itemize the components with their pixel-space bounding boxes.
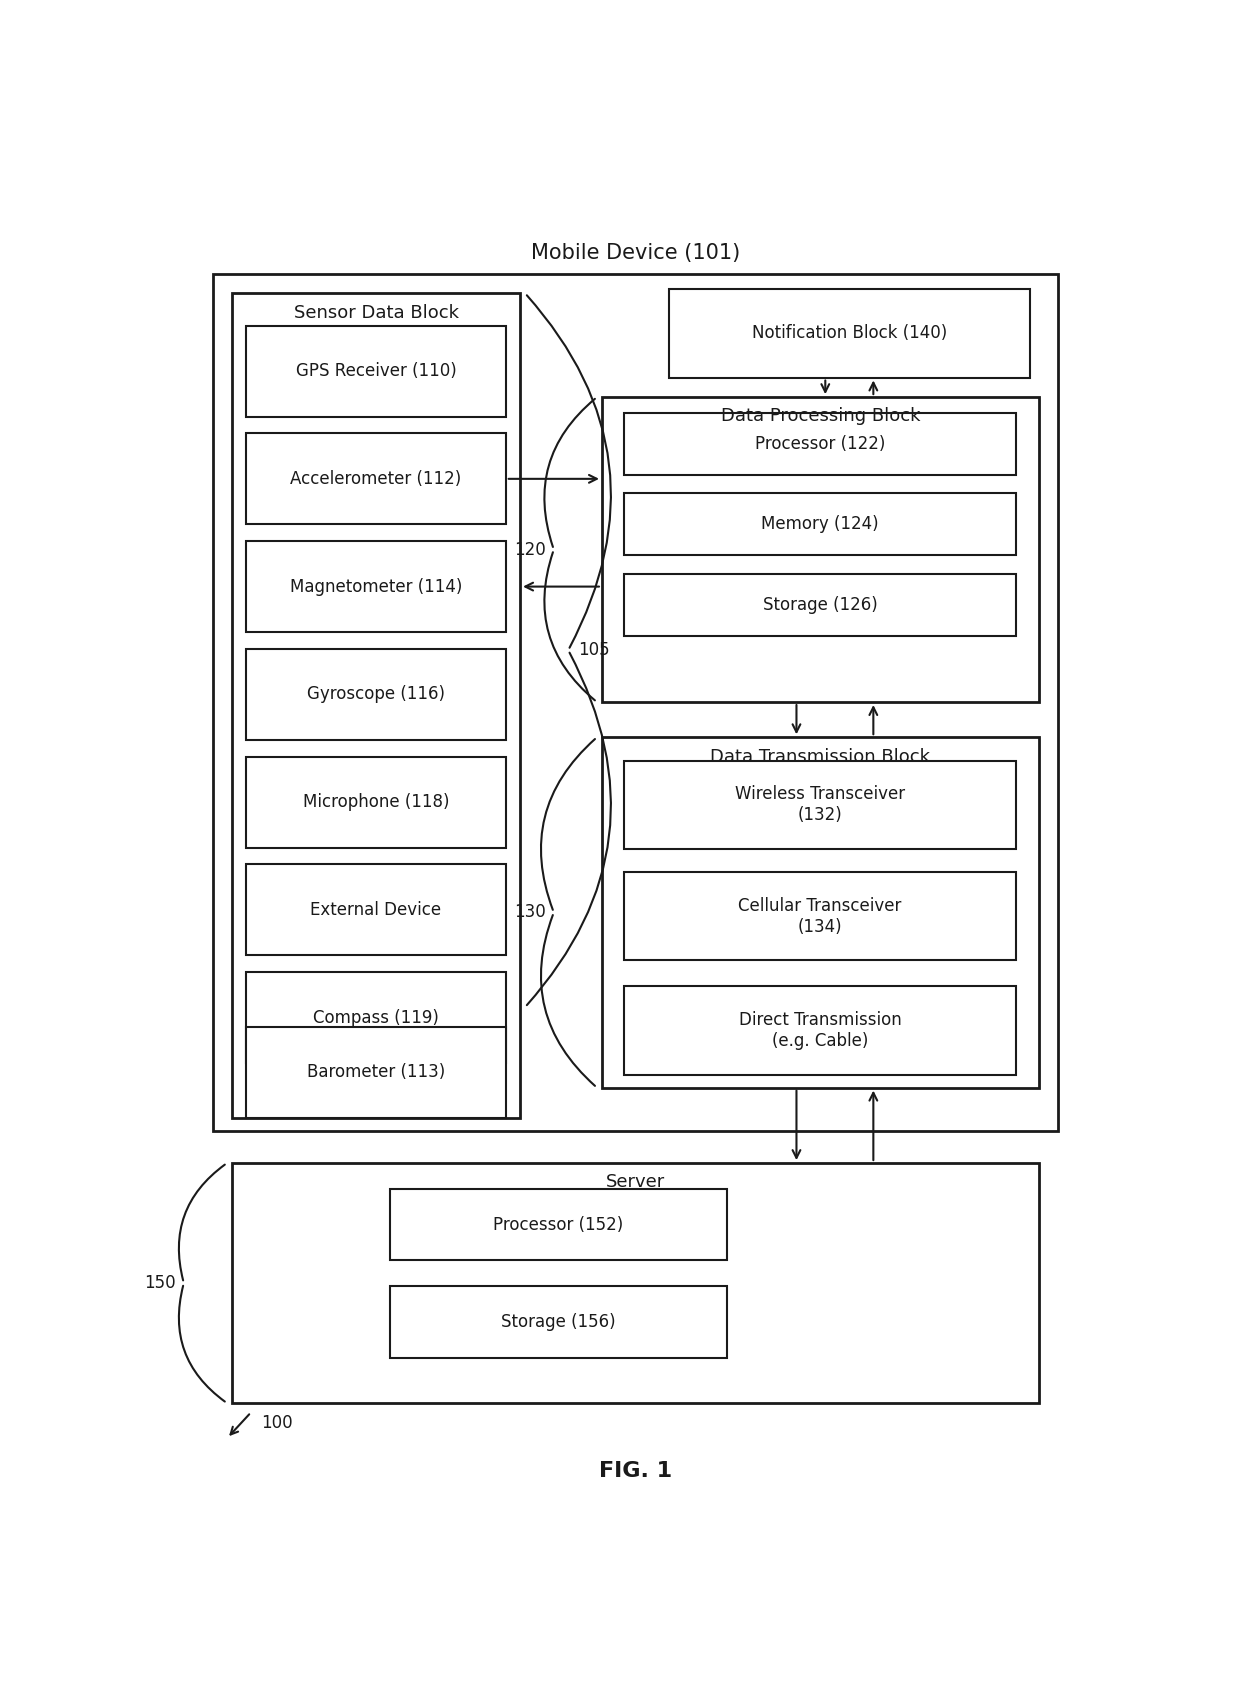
Bar: [601, 737, 1039, 1087]
Bar: [670, 290, 1029, 378]
Text: Storage (126): Storage (126): [763, 595, 878, 614]
Text: Processor (122): Processor (122): [755, 435, 885, 454]
Bar: [232, 1163, 1039, 1403]
Text: Barometer (113): Barometer (113): [308, 1064, 445, 1081]
Text: FIG. 1: FIG. 1: [599, 1462, 672, 1480]
Text: Storage (156): Storage (156): [501, 1313, 616, 1330]
Text: Data Processing Block: Data Processing Block: [720, 408, 920, 425]
Bar: [624, 760, 1016, 848]
Bar: [247, 865, 506, 956]
Text: Server: Server: [606, 1173, 665, 1192]
Bar: [624, 492, 1016, 555]
Text: GPS Receiver (110): GPS Receiver (110): [295, 362, 456, 379]
Text: 150: 150: [145, 1275, 176, 1291]
Bar: [624, 986, 1016, 1074]
Text: Magnetometer (114): Magnetometer (114): [290, 578, 463, 595]
Bar: [247, 325, 506, 416]
Bar: [232, 293, 521, 1118]
Text: 100: 100: [260, 1413, 293, 1431]
Bar: [624, 573, 1016, 636]
Bar: [624, 872, 1016, 961]
Bar: [601, 398, 1039, 701]
Bar: [247, 757, 506, 848]
Bar: [391, 1286, 727, 1357]
Text: Accelerometer (112): Accelerometer (112): [290, 470, 461, 487]
Text: Gyroscope (116): Gyroscope (116): [308, 685, 445, 703]
Bar: [247, 433, 506, 524]
Bar: [247, 649, 506, 740]
Bar: [247, 1027, 506, 1118]
Text: Memory (124): Memory (124): [761, 516, 879, 533]
Text: Mobile Device (101): Mobile Device (101): [531, 243, 740, 263]
Text: Direct Transmission
(e.g. Cable): Direct Transmission (e.g. Cable): [739, 1012, 901, 1050]
Bar: [213, 273, 1058, 1131]
Text: 105: 105: [578, 641, 610, 659]
Bar: [624, 413, 1016, 475]
Text: Notification Block (140): Notification Block (140): [751, 324, 947, 342]
Text: Sensor Data Block: Sensor Data Block: [294, 303, 459, 322]
Bar: [247, 973, 506, 1064]
Text: Data Transmission Block: Data Transmission Block: [711, 747, 930, 765]
Text: Wireless Transceiver
(132): Wireless Transceiver (132): [735, 786, 905, 824]
Text: Cellular Transceiver
(134): Cellular Transceiver (134): [738, 897, 901, 936]
Text: Compass (119): Compass (119): [312, 1008, 439, 1027]
Bar: [247, 541, 506, 632]
Text: External Device: External Device: [310, 900, 441, 919]
Text: 130: 130: [515, 904, 546, 922]
Bar: [391, 1189, 727, 1261]
Text: 120: 120: [515, 541, 546, 558]
Text: Microphone (118): Microphone (118): [303, 792, 449, 811]
Text: Processor (152): Processor (152): [494, 1216, 624, 1234]
